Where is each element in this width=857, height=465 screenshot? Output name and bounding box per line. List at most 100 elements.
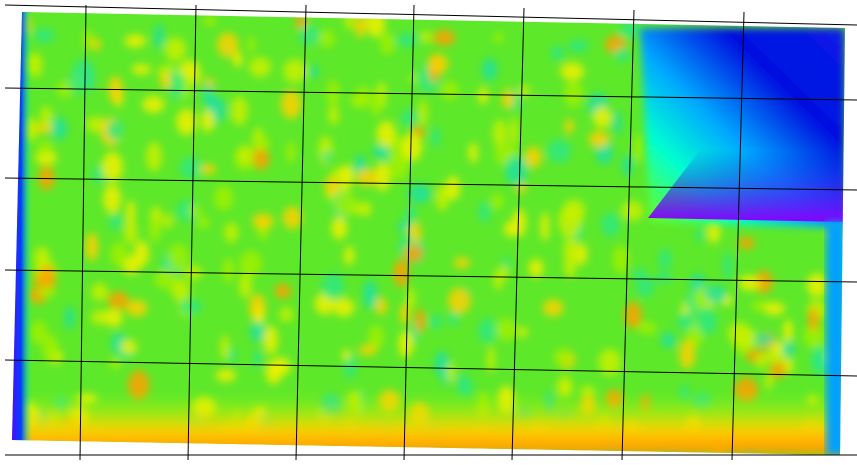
blob: [279, 307, 294, 323]
frame-line: [4, 4, 857, 26]
blob: [295, 14, 307, 30]
blob: [30, 52, 43, 78]
blob: [695, 226, 704, 243]
blob: [103, 184, 122, 214]
blob: [624, 302, 642, 329]
blob: [224, 222, 239, 243]
blob: [755, 353, 766, 370]
blob: [249, 321, 266, 343]
blob: [579, 385, 596, 396]
blob: [556, 375, 573, 398]
blob: [101, 151, 123, 182]
blob: [542, 299, 564, 317]
blob: [457, 376, 474, 398]
blob: [376, 120, 396, 148]
blob: [239, 250, 263, 277]
blob: [73, 59, 93, 77]
grid-line: [187, 4, 197, 461]
blob: [263, 325, 278, 355]
blob: [85, 232, 99, 261]
blob: [696, 308, 718, 335]
blob: [553, 348, 573, 367]
blob: [619, 21, 641, 39]
blob: [120, 339, 138, 354]
blob: [418, 99, 428, 127]
blob: [354, 13, 366, 38]
blob: [64, 306, 75, 330]
blob: [230, 96, 249, 126]
blob: [428, 54, 449, 74]
blob: [807, 307, 819, 332]
blob: [188, 204, 202, 218]
blob: [358, 344, 378, 356]
blob: [38, 265, 56, 294]
blob: [804, 323, 824, 348]
blob: [171, 278, 190, 302]
blob: [326, 79, 340, 109]
blob: [401, 132, 423, 162]
blob: [90, 283, 109, 302]
blob: [319, 29, 335, 48]
blob: [38, 165, 55, 191]
blob: [631, 268, 648, 281]
left-edge: [12, 12, 32, 455]
blob: [398, 220, 410, 233]
blob: [228, 347, 238, 364]
blob: [505, 155, 528, 186]
blob: [37, 140, 53, 155]
blob: [764, 371, 773, 391]
blob: [125, 300, 148, 317]
blob: [51, 117, 68, 140]
blob: [238, 272, 253, 299]
blob: [255, 136, 271, 150]
blob: [252, 349, 263, 369]
blob: [601, 212, 620, 237]
blob: [222, 257, 235, 283]
blob: [453, 257, 471, 269]
blob: [658, 248, 672, 270]
blob: [728, 321, 751, 346]
blob: [415, 308, 426, 333]
blob: [309, 64, 319, 79]
grid-line: [4, 269, 857, 283]
blob: [493, 32, 504, 43]
blob: [660, 332, 676, 348]
blob: [477, 87, 489, 104]
blob: [124, 34, 146, 48]
blob: [83, 29, 93, 50]
blob: [285, 141, 296, 163]
blob: [420, 30, 433, 44]
blob: [754, 270, 773, 294]
blob: [478, 318, 497, 344]
grid-line: [4, 87, 857, 101]
blob: [104, 308, 123, 327]
blob: [133, 240, 150, 267]
blob: [322, 150, 333, 163]
blob: [564, 118, 574, 134]
blob: [91, 38, 101, 51]
grid-line: [295, 4, 307, 461]
blob: [769, 361, 786, 379]
blob: [440, 80, 459, 100]
blob: [490, 193, 504, 210]
blob: [355, 168, 379, 187]
blob: [448, 287, 471, 314]
blob: [299, 24, 320, 46]
blob: [638, 321, 657, 335]
blob: [404, 206, 417, 226]
blob: [327, 106, 340, 125]
blob: [612, 245, 630, 274]
blob: [352, 203, 370, 215]
blob: [563, 80, 584, 108]
blob: [344, 12, 354, 30]
blob: [252, 213, 274, 229]
blob: [738, 275, 761, 291]
blob: [154, 269, 178, 289]
blob: [598, 348, 622, 376]
blob: [783, 319, 794, 343]
blob: [447, 312, 460, 326]
blob: [362, 280, 378, 310]
blob: [614, 47, 630, 63]
blob: [407, 183, 432, 204]
